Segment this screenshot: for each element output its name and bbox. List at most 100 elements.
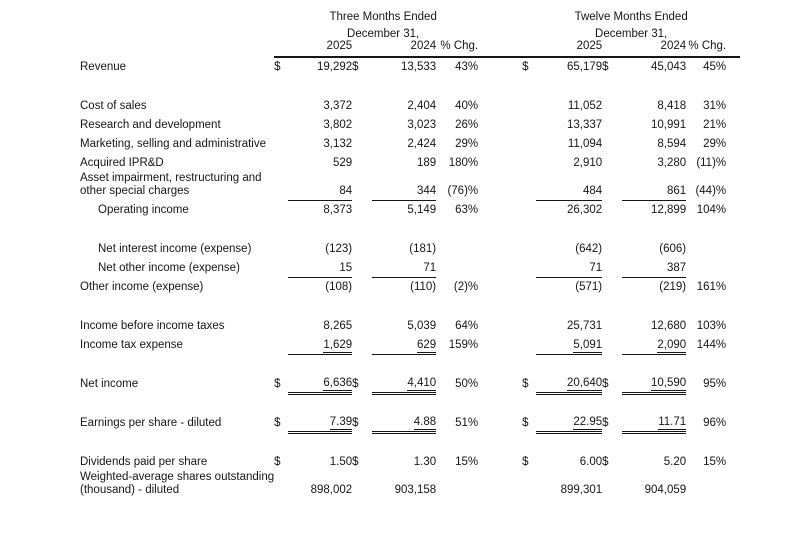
value-cell-text: 10,590 [650,376,687,391]
value-cell: 13,337 [536,115,602,134]
value-cell-text: 4.88 [413,415,437,430]
currency-symbol: $ [522,374,536,393]
pct-chg-cell: 29% [686,134,740,153]
header-spacer [602,40,623,58]
currency-symbol-text: $ [522,61,529,73]
currency-symbol-text: $ [352,417,359,429]
date-header-twelve-months: December 31, [595,28,668,40]
row-label-line1: Weighted-average shares outstanding [80,471,275,483]
value-cell: 8,265 [288,316,352,335]
row-label-line1: Other income (expense) [80,280,204,293]
column-gap [492,277,522,296]
pct-chg-cell-text: 15% [455,456,479,468]
value-cell-text: 84 [339,184,353,197]
column-gap [492,134,522,153]
currency-symbol: $ [274,452,288,471]
currency-symbol [522,258,536,277]
value-cell-text: 65,179 [566,61,603,73]
pct-chg-cell: 45% [686,57,740,76]
pct-chg-cell-text: 159% [448,339,479,351]
pct-chg-cell-text: 144% [696,339,727,351]
table-row: Net other income (expense) 15 71 71 387 [80,258,740,278]
column-gap [492,57,522,76]
value-cell: 3,023 [372,115,436,134]
currency-symbol-text: $ [522,378,529,390]
value-cell: 2,090 [622,335,687,355]
value-cell-text: 6,636 [323,376,353,391]
pct-chg-cell: 96% [686,413,740,432]
pct-chg-cell-text: (2)% [453,281,479,293]
value-cell: 84 [288,172,353,201]
row-label: Income tax expense [80,335,274,354]
table-body: Revenue $19,292 $13,533 43% $65,179 $45,043 45… [80,57,740,499]
spacer-cell [80,76,740,96]
pct-chg-cell: 63% [436,200,492,219]
currency-symbol-text: $ [274,61,281,73]
currency-symbol-text: $ [274,378,281,390]
value-cell: 344 [372,172,437,201]
value-cell: 898,002 [288,471,353,499]
pct-chg-cell-text: 45% [703,61,727,73]
currency-symbol [602,239,622,258]
pct-chg-cell: 64% [436,316,492,335]
value-cell-text: 861 [666,184,687,197]
value-cell: 899,301 [536,471,603,499]
value-cell-text: 13,337 [566,119,603,131]
value-cell: 3,372 [288,96,352,115]
value-cell: 3,132 [288,134,352,153]
column-gap [492,239,522,258]
pct-chg-cell-text: 15% [703,456,727,468]
row-label: Research and development [80,115,274,134]
currency-symbol [352,471,372,499]
pct-chg-cell: 161% [686,277,740,296]
currency-symbol [602,115,622,134]
pct-chg-cell [436,239,492,258]
currency-symbol: $ [352,452,372,471]
pct-chg-cell-text: 31% [703,100,727,112]
currency-symbol [352,134,372,153]
currency-symbol: $ [274,57,288,76]
pct-chg-header: % Chg. [686,40,741,58]
currency-symbol [352,277,372,296]
year-header: 2025 [536,40,603,58]
year-header: 2024 [622,40,687,58]
value-cell-text: 71 [423,261,437,274]
value-cell: 7.39 [288,413,353,434]
value-cell: 45,043 [622,57,686,76]
value-cell-text: 529 [332,157,353,169]
value-cell: (642) [536,239,602,258]
currency-symbol [602,471,622,499]
spacer-cell [80,432,740,452]
value-cell-text: (642) [575,243,603,255]
currency-symbol [522,134,536,153]
row-label-line1: Operating income [98,203,189,216]
currency-symbol [522,115,536,134]
pct-chg-cell-text: 29% [455,138,479,150]
value-cell-text: 26,302 [566,204,603,216]
pct-chg-cell: 159% [436,335,492,354]
currency-symbol [352,239,372,258]
value-cell-text: 5,039 [407,320,437,332]
currency-symbol-text: $ [352,378,359,390]
currency-symbol: $ [602,452,622,471]
pct-chg-cell: 95% [686,374,740,393]
value-cell-text: 7.39 [329,415,353,430]
value-cell: 20,640 [536,374,603,395]
pct-chg-cell: 103% [686,316,740,335]
value-cell: 387 [622,258,687,278]
currency-symbol [274,134,288,153]
currency-symbol [602,153,622,172]
table-row: Operating income 8,373 5,149 63% 26,302 12,89… [80,200,740,219]
row-label: Earnings per share - diluted [80,413,274,432]
value-cell-text: (219) [659,281,687,293]
value-cell: 8,594 [622,134,686,153]
pct-chg-cell-text: 180% [448,157,479,169]
value-cell-text: (110) [410,281,437,293]
value-cell-text: 8,265 [323,320,353,332]
table-row: Other income (expense) (108) (110) (2)% (571… [80,277,740,296]
row-label-line1: Acquired IPR&D [80,156,164,169]
currency-symbol [522,96,536,115]
currency-symbol [274,239,288,258]
currency-symbol-text: $ [602,417,609,429]
value-cell-text: 2,910 [573,157,603,169]
